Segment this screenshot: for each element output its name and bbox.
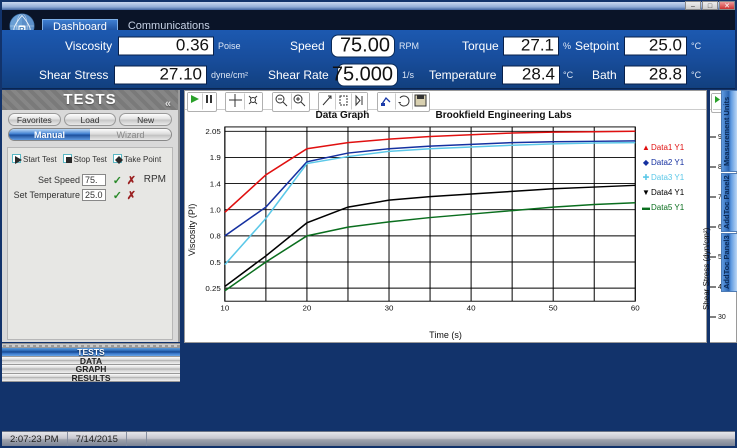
- svg-text:60: 60: [631, 304, 640, 313]
- svg-text:30: 30: [718, 314, 726, 321]
- svg-text:0.5: 0.5: [210, 258, 221, 267]
- svg-text:1.0: 1.0: [210, 206, 221, 215]
- svg-text:20: 20: [302, 304, 311, 313]
- svg-text:40: 40: [467, 304, 476, 313]
- svg-text:50: 50: [549, 304, 558, 313]
- svg-text:10: 10: [220, 304, 229, 313]
- svg-text:0.25: 0.25: [205, 284, 220, 293]
- svg-text:0.8: 0.8: [210, 232, 221, 241]
- svg-text:1.4: 1.4: [210, 180, 222, 189]
- svg-text:1.9: 1.9: [210, 153, 221, 162]
- svg-text:2.05: 2.05: [205, 127, 220, 136]
- svg-text:30: 30: [385, 304, 394, 313]
